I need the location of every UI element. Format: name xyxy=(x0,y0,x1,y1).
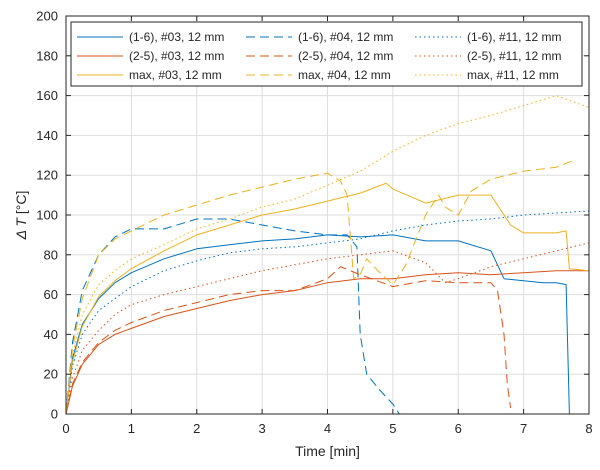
legend-label: (2-5), #04, 12 mm xyxy=(298,49,393,63)
legend-label: (1-6), #11, 12 mm xyxy=(467,30,561,44)
x-tick-label: 8 xyxy=(585,421,592,436)
series-line-5 xyxy=(65,266,512,415)
x-tick-label: 6 xyxy=(455,421,462,436)
series-line-7 xyxy=(65,210,590,415)
legend-label: (2-5), #03, 12 mm xyxy=(129,49,224,63)
y-tick-label: 200 xyxy=(36,9,58,24)
series-group xyxy=(65,95,590,415)
legend-label: (2-5), #11, 12 mm xyxy=(467,49,561,63)
series-line-4 xyxy=(65,218,406,415)
y-tick-label: 140 xyxy=(36,128,58,143)
x-tick-label: 4 xyxy=(324,421,331,436)
y-tick-label: 60 xyxy=(44,287,58,302)
y-axis-label-symbol: Δ T xyxy=(13,217,29,241)
y-tick-label: 40 xyxy=(44,327,58,342)
x-tick-label: 5 xyxy=(389,421,396,436)
legend-label: (1-6), #04, 12 mm xyxy=(298,30,393,44)
y-tick-label: 160 xyxy=(36,88,58,103)
legend-label: max, #04, 12 mm xyxy=(298,68,391,82)
y-tick-label: 180 xyxy=(36,48,58,63)
legend-label: (1-6), #03, 12 mm xyxy=(129,30,224,44)
y-tick-label: 0 xyxy=(51,407,58,422)
y-tick-label: 20 xyxy=(44,367,58,382)
x-tick-label: 2 xyxy=(193,421,200,436)
series-line-3 xyxy=(65,182,590,415)
x-axis-label: Time [min] xyxy=(295,443,360,459)
series-line-9 xyxy=(65,95,590,415)
legend-label: max, #11, 12 mm xyxy=(467,68,559,82)
legend-label: max, #03, 12 mm xyxy=(129,68,222,82)
y-axis-label-unit: [°C] xyxy=(13,191,29,215)
series-line-6 xyxy=(65,158,577,415)
series-line-1 xyxy=(65,234,576,415)
x-tick-label: 7 xyxy=(520,421,527,436)
x-tick-label: 1 xyxy=(128,421,135,436)
x-tick-label: 3 xyxy=(259,421,266,436)
legend-box xyxy=(70,21,583,87)
y-axis-label: Δ T [°C] xyxy=(13,191,29,241)
series-line-8 xyxy=(65,242,590,415)
y-tick-label: 100 xyxy=(36,208,58,223)
x-tick-label: 0 xyxy=(62,421,69,436)
y-tick-label: 80 xyxy=(44,247,58,262)
y-tick-label: 120 xyxy=(36,168,58,183)
legend: (1-6), #03, 12 mm (2-5), #03, 12 mm max, #… xyxy=(70,21,583,87)
series-line-2 xyxy=(65,270,589,415)
